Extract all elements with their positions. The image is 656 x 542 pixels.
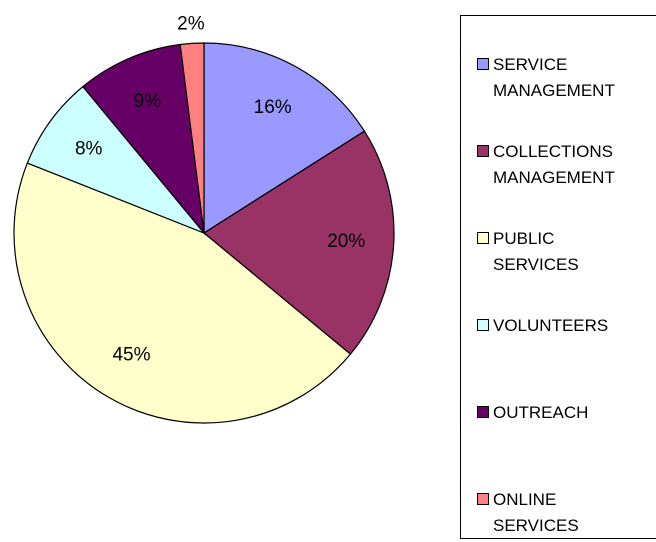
legend-label: VOLUNTEERS: [493, 316, 609, 335]
pie-slice: [82, 43, 205, 235]
pie-slice: [13, 162, 352, 424]
legend-label: COLLECTIONS MANAGEMENT: [493, 142, 615, 187]
legend-swatch: [477, 145, 489, 157]
legend-label: SERVICE MANAGEMENT: [493, 55, 615, 100]
data-label: 8%: [75, 138, 103, 159]
legend-swatch: [477, 406, 489, 418]
data-label: 2%: [177, 13, 205, 34]
pie-slice: [179, 42, 205, 234]
legend-swatch: [477, 58, 489, 70]
legend-label: PUBLIC SERVICES: [493, 229, 579, 274]
pie-slice: [203, 42, 366, 235]
legend-swatch: [477, 493, 489, 505]
data-label: 45%: [112, 345, 150, 366]
data-label: 16%: [254, 97, 292, 118]
chart: 16% 20% 45% 8% 9% 2%: [13, 13, 395, 424]
legend-swatch: [477, 319, 489, 331]
pie-slice: [26, 85, 205, 234]
legend-swatch: [477, 232, 489, 244]
data-label: 20%: [327, 231, 365, 252]
legend: SERVICE MANAGEMENT COLLECTIONS MANAGEMENT…: [460, 15, 656, 539]
legend-label: ONLINE SERVICES: [493, 490, 579, 535]
pie-slice: [202, 130, 395, 355]
data-label: 9%: [134, 91, 162, 112]
legend-label: OUTREACH: [493, 403, 589, 422]
